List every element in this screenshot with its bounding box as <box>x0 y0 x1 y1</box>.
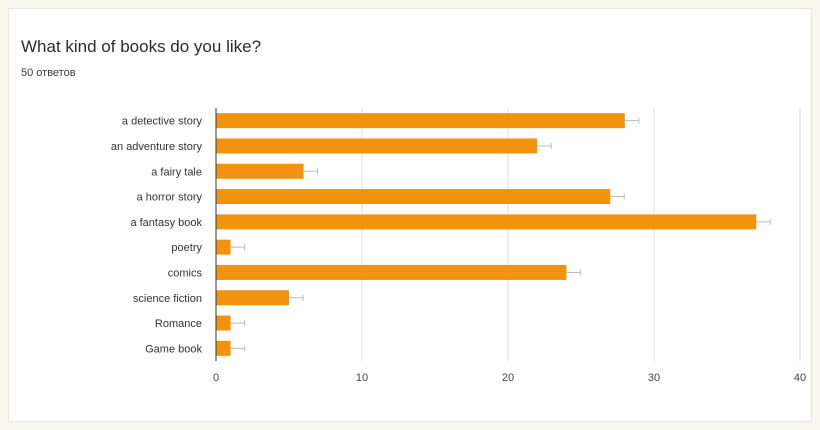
x-tick-label: 20 <box>502 372 514 384</box>
category-label: science fiction <box>133 293 202 305</box>
category-label: Romance <box>155 318 202 330</box>
category-label: a fantasy book <box>130 217 202 229</box>
x-tick-label: 0 <box>213 372 219 384</box>
bar <box>216 138 538 154</box>
x-tick-label: 40 <box>794 372 806 384</box>
bar <box>216 264 567 280</box>
x-tick-label: 10 <box>356 372 368 384</box>
bar <box>216 315 231 331</box>
category-label: an adventure story <box>111 141 203 153</box>
bar <box>216 239 231 255</box>
bar <box>216 189 611 205</box>
bar <box>216 290 289 306</box>
bar <box>216 214 757 230</box>
category-label: a detective story <box>122 116 203 128</box>
category-label: Game book <box>145 343 202 355</box>
question-title: What kind of books do you like? <box>21 37 262 56</box>
category-label: a fairy tale <box>151 166 202 178</box>
category-label: poetry <box>171 242 202 254</box>
x-tick-label: 30 <box>648 372 660 384</box>
response-count: 50 ответов <box>21 67 76 79</box>
bar <box>216 113 625 129</box>
bar <box>216 340 231 356</box>
bar <box>216 163 304 179</box>
category-label: comics <box>168 267 203 279</box>
category-label: a horror story <box>137 192 203 204</box>
